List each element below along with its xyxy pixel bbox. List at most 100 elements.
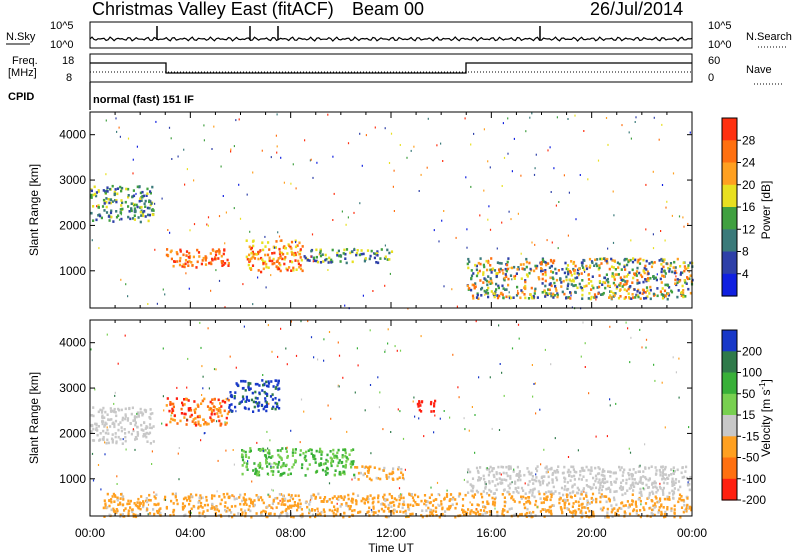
range-gate-cell (276, 405, 279, 408)
range-gate-cell (553, 294, 556, 297)
range-gate-cell (338, 354, 341, 357)
range-gate-cell (266, 394, 269, 397)
range-gate-cell (344, 304, 346, 307)
range-gate-cell (544, 508, 546, 511)
range-gate-cell (476, 293, 479, 297)
range-gate-cell (649, 277, 652, 280)
range-gate-cell (533, 495, 536, 499)
range-gate-cell (90, 193, 93, 197)
range-gate-cell (390, 431, 392, 433)
range-gate-cell (119, 437, 122, 441)
range-gate-cell (242, 283, 244, 286)
range-gate-cell (187, 495, 190, 498)
range-gate-cell (482, 281, 485, 284)
range-gate-cell (563, 271, 566, 275)
range-gate-cell (502, 508, 505, 511)
range-gate-cell (223, 505, 227, 508)
range-gate-cell (402, 510, 405, 514)
range-gate-cell (205, 422, 208, 425)
range-gate-cell (476, 490, 480, 494)
range-gate-cell (283, 262, 286, 266)
range-gate-cell (124, 407, 127, 411)
range-gate-cell (626, 489, 629, 492)
range-gate-cell (387, 515, 390, 519)
range-gate-cell (268, 256, 271, 260)
range-gate-cell (507, 257, 510, 260)
range-gate-cell (285, 511, 288, 515)
range-gate-cell (623, 258, 626, 262)
range-gate-cell (253, 257, 257, 260)
colorbar-swatch (722, 162, 737, 186)
range-gate-cell (619, 295, 622, 298)
range-gate-cell (680, 471, 683, 475)
range-gate-cell (483, 189, 485, 192)
range-gate-cell (631, 293, 634, 296)
range-gate-cell (603, 495, 606, 498)
range-gate-cell (674, 278, 677, 282)
range-gate-cell (220, 414, 223, 418)
range-gate-cell (557, 269, 560, 272)
range-gate-cell (269, 512, 272, 515)
range-gate-cell (603, 257, 606, 260)
range-gate-cell (144, 432, 147, 436)
range-gate-cell (661, 471, 664, 475)
range-gate-cell (401, 476, 404, 480)
range-gate-cell (484, 278, 487, 281)
range-gate-cell (516, 465, 519, 469)
range-gate-cell (216, 508, 219, 511)
range-gate-cell (309, 515, 312, 519)
range-gate-cell (505, 295, 508, 299)
range-gate-cell (663, 515, 666, 519)
range-gate-cell (479, 466, 482, 469)
range-gate-cell (556, 292, 559, 295)
range-gate-cell (402, 496, 405, 500)
range-gate-cell (506, 260, 509, 264)
range-gate-cell (650, 265, 654, 269)
range-gate-cell (382, 495, 385, 499)
range-gate-cell (330, 464, 333, 468)
range-gate-cell (635, 293, 638, 297)
range-gate-cell (598, 478, 601, 481)
range-gate-cell (582, 321, 584, 324)
range-gate-cell (430, 410, 433, 413)
range-gate-cell (599, 481, 602, 484)
range-gate-cell (262, 248, 265, 252)
range-gate-cell (342, 498, 345, 501)
range-gate-cell (338, 459, 341, 462)
range-gate-cell (359, 510, 362, 514)
range-gate-cell (487, 259, 489, 262)
range-gate-cell (503, 488, 506, 491)
range-gate-cell (445, 495, 449, 498)
velocity-colorbar-label: Velocity [m s-1] (758, 379, 773, 457)
range-gate-cell (302, 452, 305, 455)
range-gate-cell (544, 260, 547, 264)
range-gate-cell (242, 397, 245, 401)
range-gate-cell (202, 387, 204, 390)
range-gate-cell (277, 381, 280, 385)
range-gate-cell (370, 478, 373, 482)
range-gate-cell (319, 248, 322, 252)
range-gate-cell (550, 284, 553, 288)
range-gate-cell (569, 479, 572, 482)
range-gate-cell (395, 510, 398, 513)
range-gate-cell (173, 414, 176, 417)
range-gate-cell (258, 391, 261, 395)
range-gate-cell (260, 270, 263, 274)
range-gate-cell (619, 485, 622, 488)
range-gate-cell (638, 491, 641, 495)
range-gate-cell (475, 264, 478, 268)
range-gate-cell (194, 424, 198, 427)
range-gate-cell (485, 511, 488, 514)
range-gate-cell (611, 275, 614, 278)
range-gate-cell (520, 486, 524, 490)
range-gate-cell (251, 240, 255, 243)
x-tick-label: 04:00 (175, 526, 205, 540)
range-gate-cell (121, 418, 124, 422)
range-gate-cell (265, 409, 268, 413)
range-gate-cell (588, 257, 592, 261)
range-gate-cell (417, 495, 420, 499)
range-gate-cell (163, 498, 166, 501)
range-gate-cell (614, 471, 617, 475)
range-gate-cell (645, 228, 647, 231)
range-gate-cell (348, 453, 351, 456)
